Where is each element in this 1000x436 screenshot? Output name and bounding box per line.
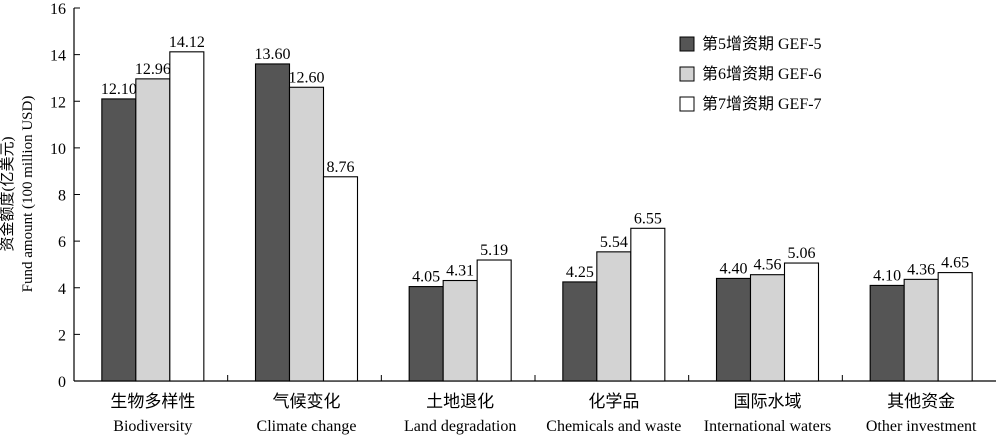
bar-value-label: 4.40 bbox=[720, 260, 748, 277]
y-tick-label: 10 bbox=[50, 141, 66, 158]
x-tick-label-zh: 土地退化 bbox=[426, 392, 494, 411]
bar-value-label: 12.96 bbox=[135, 61, 171, 78]
y-tick-label: 12 bbox=[50, 94, 66, 111]
bar-value-label: 13.60 bbox=[255, 46, 291, 63]
bar-series-1 bbox=[869, 284, 905, 382]
legend-swatch-1 bbox=[679, 36, 695, 52]
y-axis-label-en: Fund amount (100 million USD) bbox=[20, 96, 36, 293]
bar-series-1 bbox=[715, 277, 752, 382]
bar-value-label: 5.06 bbox=[788, 245, 816, 262]
legend-swatch-3 bbox=[679, 96, 695, 112]
legend-label-3: 第7增资期 GEF-7 bbox=[702, 95, 822, 113]
x-tick-labels: 生物多样性 Biodiversity 气候变化 Climate change 土地退化 L… bbox=[110, 392, 977, 435]
bar-series-1 bbox=[562, 281, 598, 382]
x-tick-label-en: Biodiversity bbox=[113, 418, 192, 435]
bar-value-label: 6.55 bbox=[634, 210, 662, 227]
bar-value-label: 12.10 bbox=[101, 81, 137, 98]
legend-swatch-2 bbox=[679, 66, 695, 82]
x-tick-label-zh: 化学品 bbox=[588, 392, 639, 411]
bar-series-3 bbox=[322, 176, 359, 382]
legend-label-1: 第5增资期 GEF-5 bbox=[702, 35, 822, 53]
bar-series-2 bbox=[442, 279, 478, 382]
bar-series-1 bbox=[101, 98, 137, 382]
x-tick-label-zh: 生物多样性 bbox=[110, 392, 195, 411]
bar-value-label: 5.54 bbox=[600, 234, 628, 251]
bar-value-label: 8.76 bbox=[327, 159, 355, 176]
y-tick-label: 0 bbox=[58, 374, 66, 391]
bar-value-label: 4.10 bbox=[873, 267, 901, 284]
x-tick-label-en: Land degradation bbox=[404, 418, 516, 435]
bars: 12.10 12.96 14.12 13.60 12.60 8.76 4.05 4.31 5.1… bbox=[101, 34, 973, 382]
bar-series-3 bbox=[630, 227, 666, 382]
x-tick-label-en: Chemicals and waste bbox=[546, 418, 681, 435]
x-tick-label-en: Climate change bbox=[257, 418, 357, 435]
bar-value-label: 4.36 bbox=[907, 261, 935, 278]
y-tick-label: 2 bbox=[58, 327, 66, 344]
bar-series-1 bbox=[254, 63, 291, 382]
bar-value-label: 14.12 bbox=[169, 34, 205, 51]
bar-series-3 bbox=[937, 272, 973, 382]
y-tick-label: 16 bbox=[50, 1, 66, 18]
legend: 第5增资期 GEF-5 第6增资期 GEF-6 第7增资期 GEF-7 bbox=[679, 35, 822, 113]
bar-value-label: 5.19 bbox=[480, 242, 508, 259]
bar-series-2 bbox=[135, 78, 171, 382]
y-axis-label-zh: 资金额度(亿美元) bbox=[0, 137, 16, 252]
legend-label-2: 第6增资期 GEF-6 bbox=[702, 65, 822, 83]
bar-value-label: 4.56 bbox=[754, 257, 782, 274]
y-axis-label: 资金额度(亿美元) Fund amount (100 million USD) bbox=[0, 96, 36, 293]
y-tick-label: 6 bbox=[58, 234, 66, 251]
bar-series-3 bbox=[169, 51, 205, 382]
bar-series-2 bbox=[903, 278, 939, 382]
bar-value-label: 4.65 bbox=[941, 255, 969, 272]
bar-value-label: 12.60 bbox=[289, 69, 325, 86]
bar-value-label: 4.25 bbox=[566, 264, 594, 281]
axes bbox=[73, 8, 996, 382]
bar-series-2 bbox=[596, 251, 632, 382]
y-ticks: 0 2 4 6 8 10 12 14 16 bbox=[50, 1, 80, 391]
x-tick-label-en: Other investment bbox=[866, 418, 977, 435]
y-tick-label: 14 bbox=[50, 48, 66, 65]
bar-series-3 bbox=[783, 262, 820, 382]
bar-value-label: 4.05 bbox=[412, 269, 440, 286]
x-tick-label-zh: 气候变化 bbox=[273, 392, 341, 411]
bar-series-3 bbox=[476, 259, 512, 382]
y-tick-label: 4 bbox=[58, 281, 66, 298]
bar-series-1 bbox=[408, 286, 444, 382]
x-tick-label-zh: 国际水域 bbox=[734, 392, 802, 411]
bar-series-2 bbox=[749, 274, 786, 382]
bar-value-label: 4.31 bbox=[446, 263, 474, 280]
x-tick-label-en: International waters bbox=[704, 418, 832, 435]
x-tick-label-zh: 其他资金 bbox=[887, 392, 955, 411]
y-tick-label: 8 bbox=[58, 188, 66, 205]
bar-series-2 bbox=[288, 86, 325, 382]
